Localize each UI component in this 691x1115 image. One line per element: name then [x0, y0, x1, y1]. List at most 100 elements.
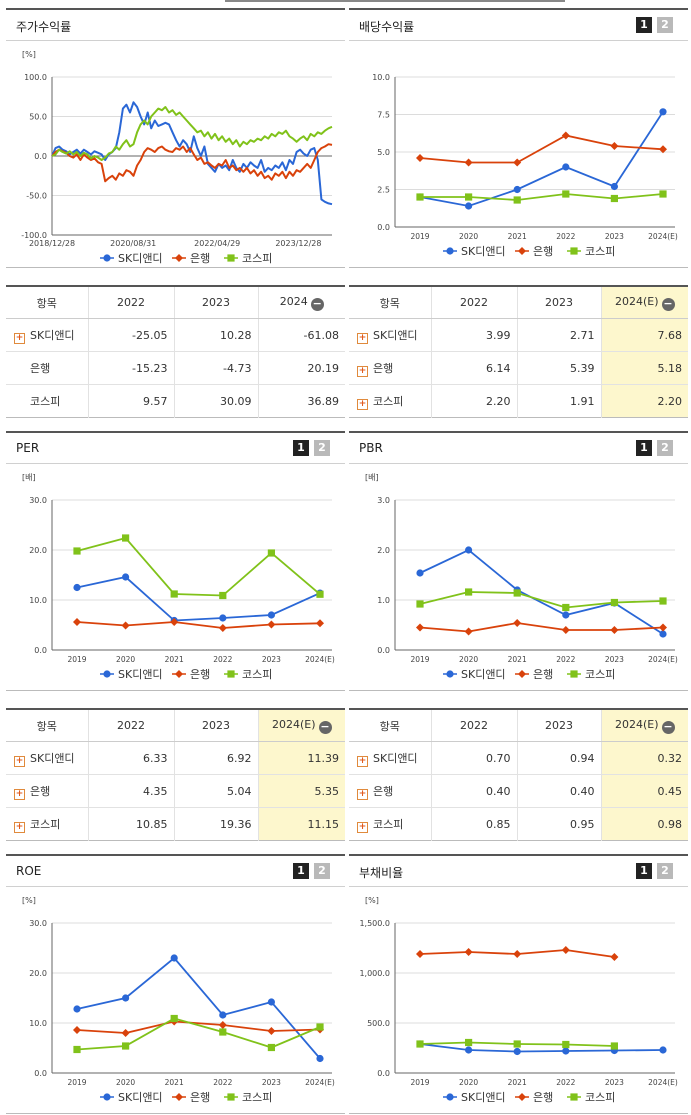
y-tick-label: 0.0	[377, 646, 390, 655]
data-point	[562, 190, 570, 198]
legend-label: SK디앤디	[118, 1091, 163, 1104]
panel-header: ROE 1 2	[6, 856, 345, 887]
expand-icon[interactable]: +	[14, 755, 25, 767]
legend-label: SK디앤디	[461, 245, 506, 258]
panel-header: PBR 1 2	[349, 433, 688, 464]
data-point	[518, 1093, 526, 1101]
row-label[interactable]: + SK디앤디	[349, 318, 431, 352]
data-point	[513, 1040, 521, 1048]
cell: 36.89	[257, 384, 345, 418]
y-tick-label: 0.0	[34, 1069, 47, 1078]
roe-chart: [%] 30.0 20.0 10.0 0.0 2019 2020 2021 2022 2023 20…	[22, 896, 335, 1104]
tab-1-button[interactable]: 1	[293, 863, 309, 879]
data-point	[610, 194, 618, 203]
data-point	[610, 142, 619, 150]
row-label[interactable]: + SK디앤디	[6, 741, 88, 775]
tab-1-button[interactable]: 1	[293, 440, 309, 456]
legend-item-s1: SK디앤디	[443, 245, 506, 258]
cell: 4.35	[87, 774, 174, 808]
x-tick-label: 2023	[262, 655, 281, 664]
table-row: 코스피 9.57 30.09 36.89	[6, 384, 345, 418]
tab-2-button[interactable]: 2	[314, 863, 330, 879]
row-label[interactable]: + 코스피	[357, 817, 404, 833]
expand-icon[interactable]: +	[357, 755, 368, 767]
tab-2-button[interactable]: 2	[314, 440, 330, 456]
expand-icon[interactable]: +	[357, 332, 368, 344]
col-year: 2024(E) −	[257, 709, 345, 742]
series-line-s1	[76, 956, 321, 1060]
x-tick-label: 2019	[410, 232, 429, 241]
data-point	[465, 546, 473, 554]
data-point	[416, 600, 424, 608]
legend-label: 코스피	[585, 1091, 615, 1104]
data-point	[73, 1005, 81, 1013]
y-tick-label: 10.0	[29, 1019, 47, 1028]
y-unit-label: [배]	[22, 473, 36, 482]
series-line-s1	[419, 111, 664, 207]
tab-2-button[interactable]: 2	[657, 863, 673, 879]
x-tick-label: 2022/04/29	[194, 239, 240, 248]
legend-label: SK디앤디	[461, 668, 506, 681]
data-point	[121, 1029, 130, 1037]
collapse-icon[interactable]: −	[661, 719, 675, 734]
expand-icon[interactable]: +	[357, 821, 368, 833]
y-tick-label: 2.0	[377, 546, 390, 555]
legend-item-s2: 은행	[172, 668, 210, 681]
expand-icon[interactable]: +	[357, 788, 368, 800]
col-item: 항목	[349, 286, 431, 319]
top-strip	[225, 0, 565, 2]
series-s1	[416, 546, 667, 638]
legend-label: 코스피	[242, 1091, 272, 1104]
x-tick-label: 2020	[116, 1078, 135, 1087]
expand-icon[interactable]: +	[14, 788, 25, 800]
expand-icon[interactable]: +	[14, 332, 25, 344]
collapse-icon[interactable]: −	[661, 296, 675, 311]
legend-item-s3: 코스피	[567, 245, 615, 258]
cell: -61.08	[257, 318, 345, 352]
cell: 2.20	[430, 384, 517, 418]
collapse-icon[interactable]: −	[318, 719, 332, 734]
tab-1-button[interactable]: 1	[636, 440, 652, 456]
row-label[interactable]: + 코스피	[357, 394, 404, 410]
tab-1-button[interactable]: 1	[636, 863, 652, 879]
data-point	[122, 994, 130, 1002]
x-tick-label: 2023	[605, 1078, 624, 1087]
cell: 10.85	[87, 807, 174, 841]
panel-title: 배당수익률	[359, 20, 415, 34]
data-point	[513, 589, 521, 597]
legend-item-s3: 코스피	[224, 1091, 272, 1104]
series-line-s2	[419, 134, 664, 164]
data-point	[659, 623, 667, 632]
legend-label: 은행	[190, 252, 210, 265]
cell: 5.18	[600, 351, 688, 385]
series-s3	[416, 190, 667, 204]
row-label[interactable]: + SK디앤디	[6, 318, 88, 352]
row-label[interactable]: + 은행	[349, 351, 431, 385]
expand-icon[interactable]: +	[357, 365, 368, 377]
table-row: + 코스피 0.85 0.95 0.98	[349, 807, 688, 841]
tab-2-button[interactable]: 2	[657, 440, 673, 456]
data-point	[175, 670, 183, 678]
row-label[interactable]: + SK디앤디	[349, 741, 431, 775]
tab-2-button[interactable]: 2	[657, 17, 673, 33]
panel-roe: ROE 1 2 [%] 30.0 20.0 10.0 0.0 2019 2020 2021 20…	[6, 854, 345, 1114]
data-point	[659, 108, 667, 116]
collapse-icon[interactable]: −	[310, 296, 324, 311]
expand-icon[interactable]: +	[14, 821, 25, 833]
legend-item-s2: 은행	[515, 1091, 553, 1104]
cell: 0.94	[516, 741, 601, 775]
y-tick-label: 5.0	[377, 148, 390, 157]
row-label[interactable]: + 은행	[349, 774, 431, 808]
row-label[interactable]: + 코스피	[14, 817, 61, 833]
row-label[interactable]: + 은행	[6, 774, 88, 808]
data-point	[219, 614, 227, 622]
tab-1-button[interactable]: 1	[636, 17, 652, 33]
data-point	[227, 670, 235, 678]
expand-icon[interactable]: +	[357, 398, 368, 410]
col-item: 항목	[6, 709, 88, 742]
data-point	[518, 247, 526, 255]
x-tick-label: 2022	[213, 1078, 232, 1087]
y-tick-label: 20.0	[29, 969, 47, 978]
cell: 7.68	[600, 318, 688, 352]
cell: 2.71	[516, 318, 601, 352]
